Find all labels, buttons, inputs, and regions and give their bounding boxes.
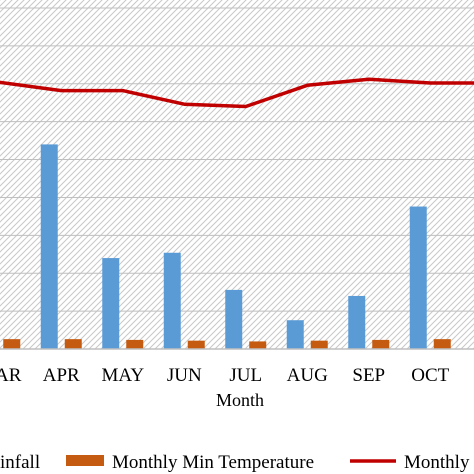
bar-monthly-rainfall-may — [102, 258, 120, 349]
bar-monthly-min-temperature-jul — [249, 341, 267, 349]
bar-monthly-min-temperature-aug — [310, 340, 328, 349]
bar-monthly-min-temperature-jun — [187, 340, 205, 349]
x-tick-label: SEP — [352, 365, 385, 386]
bar-monthly-rainfall-oct — [409, 206, 427, 349]
bar-monthly-min-temperature-may — [126, 339, 144, 349]
x-axis-title: Month — [216, 390, 264, 410]
lines — [0, 77, 474, 109]
x-tick-label: APR — [43, 365, 80, 386]
legend: infall Monthly Min Temperature Monthly — [0, 452, 470, 473]
legend-label-rainfall: infall — [0, 452, 40, 473]
bar-monthly-rainfall-apr — [40, 144, 58, 349]
x-tick-label: OCT — [411, 365, 449, 386]
bar-monthly-rainfall-jul — [225, 289, 243, 349]
x-tick-label: AUG — [287, 365, 328, 386]
x-tick-label: JUL — [229, 365, 262, 386]
bar-monthly-min-temperature-sep — [372, 339, 390, 349]
bar-monthly-rainfall-aug — [286, 320, 304, 349]
x-tick-labels: MAR APR MAY JUN JUL AUG SEP OCT — [0, 365, 450, 386]
x-tick-label: JUN — [167, 365, 202, 386]
gridlines — [0, 7, 474, 312]
bar-monthly-rainfall-sep — [348, 295, 366, 349]
bar-monthly-min-temperature-apr — [64, 339, 82, 349]
legend-label-max-temperature: Monthly — [404, 452, 470, 473]
line-monthly-max-temperature — [0, 77, 474, 109]
bar-monthly-rainfall-jun — [163, 252, 181, 349]
x-tick-label: MAR — [0, 365, 22, 386]
bar-monthly-min-temperature-oct — [433, 339, 451, 349]
bar-monthly-min-temperature-mar — [3, 339, 21, 349]
legend-swatch-min-temperature — [66, 455, 104, 466]
x-tick-label: MAY — [101, 365, 144, 386]
legend-label-min-temperature: Monthly Min Temperature — [112, 452, 314, 473]
bars — [3, 144, 451, 349]
